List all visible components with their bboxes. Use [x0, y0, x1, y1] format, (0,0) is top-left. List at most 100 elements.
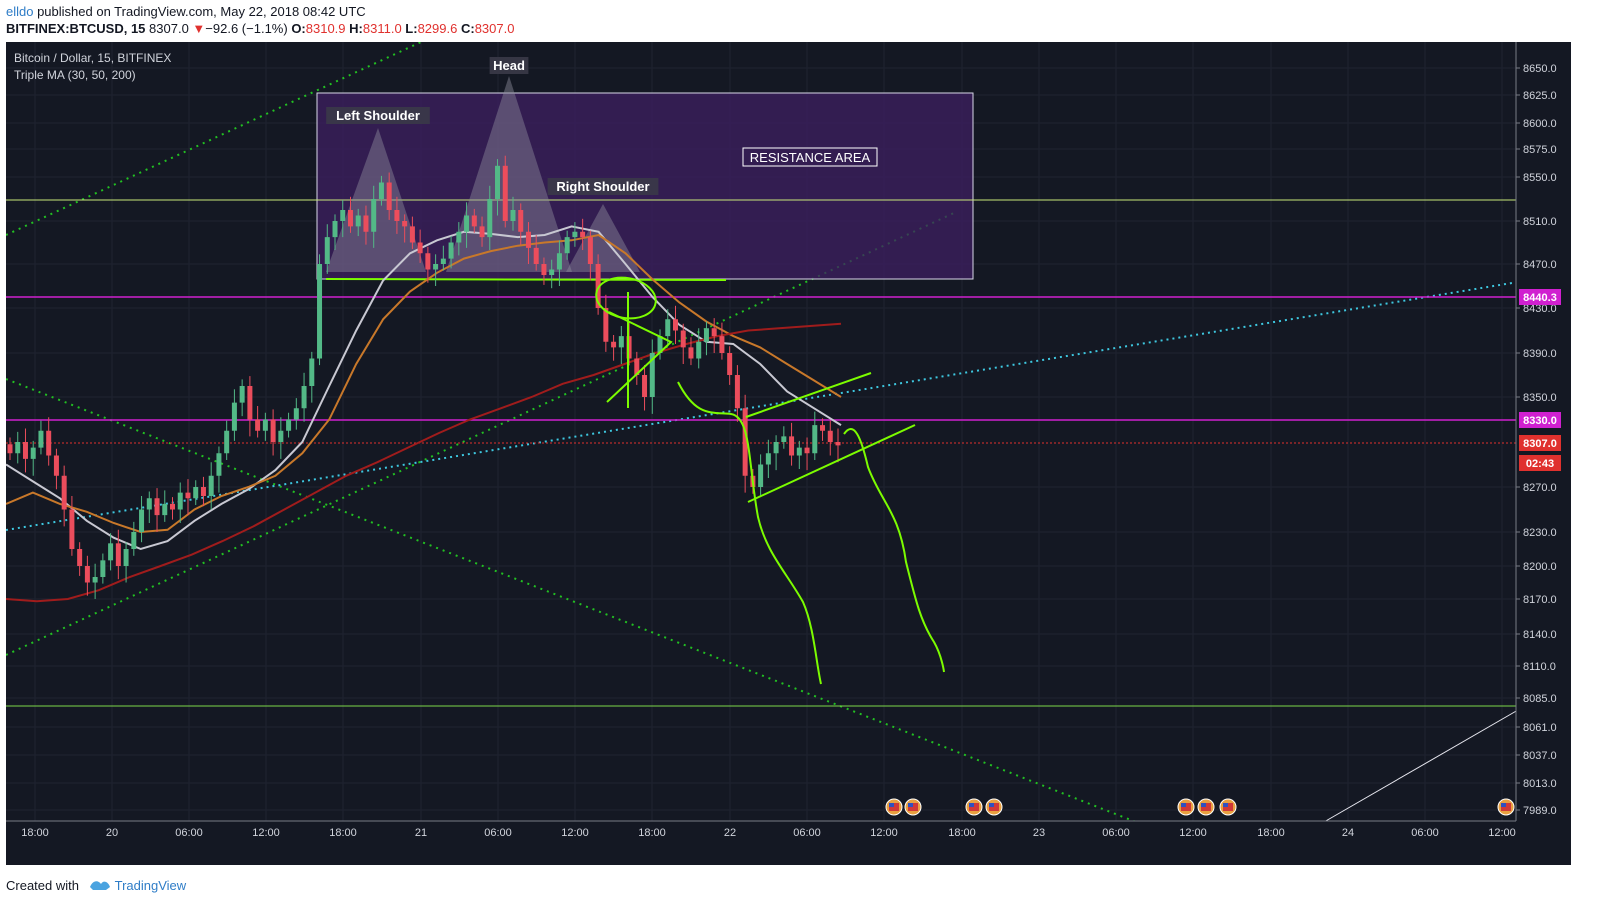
candle — [680, 323, 686, 364]
price-axis[interactable] — [1516, 42, 1571, 865]
x-tick-label: 06:00 — [793, 827, 821, 839]
x-tick-label: 06:00 — [1411, 827, 1439, 839]
x-tick-label: 12:00 — [561, 827, 589, 839]
candle — [239, 379, 245, 417]
economic-event-icon[interactable] — [1497, 798, 1515, 816]
candle — [618, 326, 624, 364]
time-axis[interactable] — [6, 821, 1571, 865]
x-tick-label: 06:00 — [1102, 827, 1130, 839]
pennant-lines — [606, 311, 673, 403]
last-price: 8307.0 — [149, 21, 189, 36]
candle — [402, 214, 408, 243]
author-link[interactable]: elldo — [6, 4, 34, 19]
candle — [719, 322, 725, 360]
candle — [347, 196, 353, 233]
y-tick-label: 8140.0 — [1523, 629, 1557, 641]
candle — [146, 491, 152, 523]
open-value: 8310.9 — [305, 21, 346, 36]
candle — [286, 412, 292, 438]
y-tick-label: 8350.0 — [1523, 392, 1557, 404]
candle — [417, 229, 423, 263]
economic-event-icon[interactable] — [985, 798, 1003, 816]
economic-event-icon[interactable] — [1177, 798, 1195, 816]
economic-event-icon[interactable] — [1197, 798, 1215, 816]
candle — [378, 175, 384, 206]
low-label: L: — [405, 21, 418, 36]
candle — [38, 420, 44, 455]
candle — [363, 205, 369, 245]
candle — [131, 521, 137, 556]
candle — [92, 563, 98, 599]
candle — [734, 365, 740, 422]
candle — [611, 335, 617, 361]
candle — [773, 435, 779, 471]
economic-event-icon[interactable] — [885, 798, 903, 816]
candle — [510, 196, 516, 231]
candle — [340, 200, 346, 238]
candle — [30, 440, 36, 476]
candle — [216, 446, 222, 493]
candle — [642, 365, 648, 411]
candle — [108, 533, 114, 571]
y-tick-label: 8037.0 — [1523, 750, 1557, 762]
svg-text:8307.0: 8307.0 — [1523, 438, 1557, 450]
candle — [409, 216, 415, 249]
candle — [317, 254, 323, 366]
ma-line-ma200 — [5, 322, 842, 603]
candle — [355, 208, 361, 237]
candle — [742, 394, 748, 493]
candle — [332, 214, 338, 251]
y-tick-label: 7989.0 — [1523, 805, 1557, 817]
candle — [812, 411, 818, 460]
candle — [154, 488, 160, 532]
drawing-line-white — [1323, 709, 1519, 823]
candle — [371, 185, 377, 248]
x-tick-label: 22 — [724, 827, 736, 839]
candle — [69, 496, 75, 556]
x-tick-label: 18:00 — [329, 827, 357, 839]
candle — [502, 155, 508, 228]
candle — [649, 339, 655, 414]
candle — [324, 224, 330, 274]
candle — [696, 328, 702, 369]
indicator-label[interactable]: Triple MA (30, 50, 200) — [14, 68, 136, 82]
candle — [15, 431, 21, 464]
high-value: 8311.0 — [362, 21, 402, 36]
candle — [208, 462, 214, 510]
economic-event-icon[interactable] — [1219, 798, 1237, 816]
candle — [224, 420, 230, 460]
low-value: 8299.6 — [417, 21, 458, 36]
y-tick-label: 8575.0 — [1523, 144, 1557, 156]
candle — [827, 420, 833, 456]
candle — [440, 245, 446, 271]
svg-text:8330.0: 8330.0 — [1523, 415, 1557, 427]
symbol-name: BITFINEX:BTCUSD, 15 — [6, 21, 146, 36]
price-chart[interactable]: Head Left Shoulder Right Shoulder RESISTANC… — [5, 41, 1571, 865]
price-badge: 02:43 — [1519, 455, 1561, 471]
y-tick-label: 8625.0 — [1523, 90, 1557, 102]
publish-info: elldo published on TradingView.com, May … — [6, 4, 366, 19]
ma-line-ma50 — [5, 233, 842, 534]
label-right-shoulder: Right Shoulder — [547, 178, 659, 195]
close-value: 8307.0 — [474, 21, 515, 36]
footer: Created with TradingView — [6, 878, 186, 895]
channel-bottom — [747, 424, 916, 503]
svg-text:Head: Head — [493, 58, 525, 73]
chart-area[interactable]: Head Left Shoulder Right Shoulder RESISTANC… — [5, 41, 1571, 865]
close-label: C: — [460, 21, 475, 36]
candle — [255, 406, 261, 438]
tradingview-link[interactable]: TradingView — [114, 878, 187, 893]
candle — [231, 389, 237, 441]
candle — [394, 196, 400, 234]
ma-line-ma30 — [5, 225, 842, 551]
candle — [564, 230, 570, 260]
y-tick-label: 8085.0 — [1523, 693, 1557, 705]
candle — [193, 480, 199, 505]
economic-event-icon[interactable] — [965, 798, 983, 816]
candle — [7, 437, 13, 460]
candle — [162, 490, 168, 522]
x-tick-label: 12:00 — [1179, 827, 1207, 839]
economic-event-icon[interactable] — [904, 798, 922, 816]
candle — [61, 465, 67, 527]
candle — [456, 222, 462, 256]
